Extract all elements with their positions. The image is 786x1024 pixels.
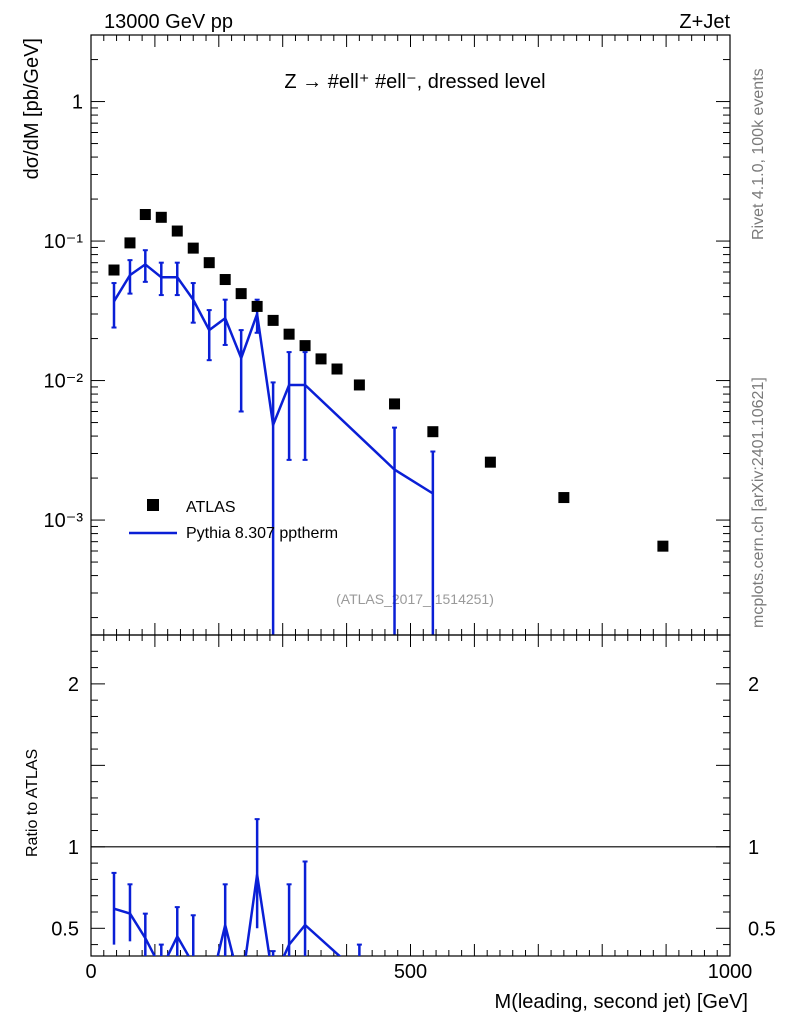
atlas-data-point	[484, 456, 496, 468]
atlas-data-point	[331, 363, 343, 375]
atlas-data-point	[124, 237, 136, 249]
source-url-label: mcplots.cern.ch [arXiv:2401.10621]	[750, 377, 767, 628]
x-axis-label: M(leading, second jet) [GeV]	[495, 991, 748, 1013]
ratio-y-tick-label-right: 2	[748, 674, 759, 696]
ratio-data-layer	[111, 818, 362, 956]
ratio-axis-ticks	[91, 634, 730, 956]
main-y-tick-label: 10⁻¹	[44, 231, 84, 253]
main-y-tick-label: 1	[72, 92, 83, 114]
x-tick-label: 1000	[708, 961, 753, 983]
main-y-axis-label: dσ/dM [pb/GeV]	[21, 38, 43, 179]
main-axis-ticks	[91, 34, 730, 635]
rivet-version-label: Rivet 4.1.0, 100k events	[750, 68, 767, 240]
ratio-tick-labels: 0.5 0.5 1 1 2 2 0 500 1000	[51, 674, 776, 983]
ratio-y-tick-label-left: 2	[68, 674, 79, 696]
main-y-tick-label: 10⁻³	[44, 510, 84, 532]
main-plot-title: Z → #ell⁺ #ell⁻, dressed level	[284, 71, 545, 93]
atlas-data-point	[139, 209, 151, 221]
main-plot-frame	[90, 34, 731, 636]
ratio-y-tick-label-left: 1	[68, 837, 79, 859]
atlas-data-point	[251, 300, 263, 312]
header-process-label: Z+Jet	[679, 11, 730, 33]
atlas-data-point	[657, 540, 669, 552]
ratio-y-tick-label-right: 1	[748, 837, 759, 859]
atlas-data-point	[427, 426, 439, 438]
ratio-y-tick-label-right: 0.5	[748, 918, 776, 940]
atlas-data-point	[219, 274, 231, 286]
x-tick-label: 500	[394, 961, 427, 983]
main-y-tick-labels: 1 10⁻¹ 10⁻² 10⁻³	[44, 92, 84, 533]
ratio-clipped-group	[111, 818, 362, 956]
atlas-data-point	[187, 242, 199, 254]
atlas-data-point	[299, 340, 311, 352]
ratio-y-axis-label: Ratio to ATLAS	[24, 749, 41, 857]
atlas-data-point	[171, 225, 183, 237]
main-y-tick-label: 10⁻²	[44, 371, 84, 393]
legend-pythia-label: Pythia 8.307 pptherm	[186, 525, 338, 542]
header-energy-label: 13000 GeV pp	[104, 11, 233, 33]
atlas-data-point	[558, 492, 570, 504]
legend-atlas-marker	[147, 499, 159, 511]
atlas-data-point	[267, 314, 279, 326]
atlas-data-point	[155, 211, 167, 223]
atlas-data-point	[203, 257, 215, 269]
atlas-data-point	[235, 288, 247, 300]
legend-atlas-label: ATLAS	[186, 499, 236, 516]
atlas-data-point	[315, 353, 327, 365]
x-tick-label: 0	[85, 961, 96, 983]
atlas-data-point	[389, 398, 401, 410]
main-data-layer	[108, 209, 669, 635]
atlas-data-point	[283, 328, 295, 340]
ratio-series-line	[113, 874, 342, 956]
pythia-series-line	[112, 262, 434, 495]
atlas-data-point	[108, 264, 120, 276]
legend: ATLAS Pythia 8.307 pptherm	[129, 499, 338, 542]
ratio-y-tick-label-left: 0.5	[51, 918, 79, 940]
analysis-watermark: (ATLAS_2017_I1514251)	[336, 591, 494, 607]
atlas-data-point	[353, 379, 365, 391]
ratio-plot-frame	[90, 634, 731, 957]
